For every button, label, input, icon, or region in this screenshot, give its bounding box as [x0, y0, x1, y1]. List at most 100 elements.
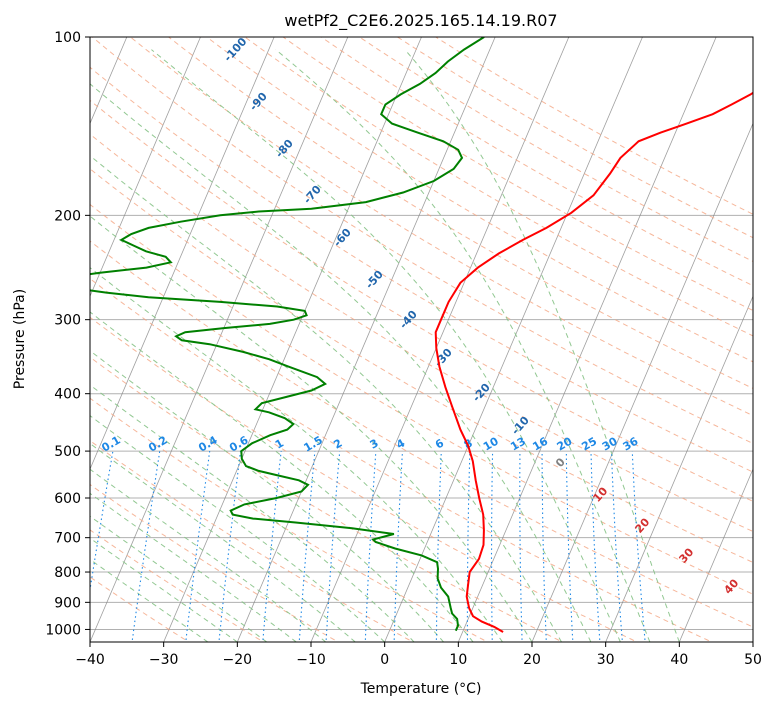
y-axis-label: Pressure (hPa) — [12, 289, 28, 389]
y-tick-label: 100 — [54, 30, 81, 46]
isotherm-label: -50 — [363, 268, 386, 292]
dry-adiabat-line — [90, 99, 753, 502]
isotherm-label: 0 — [553, 455, 568, 470]
mixing-ratio-line — [541, 451, 547, 642]
isotherm-line — [236, 37, 496, 642]
y-tick-label: 800 — [54, 565, 81, 581]
dry-adiabat-line — [90, 576, 190, 642]
mixing-ratio-line — [185, 451, 211, 642]
y-tick-label: 1000 — [45, 622, 81, 638]
x-tick-label: −10 — [296, 652, 326, 668]
y-tick-label: 200 — [54, 208, 81, 224]
moist-adiabat-line — [90, 267, 503, 642]
mixing-ratio-line — [565, 451, 574, 642]
axis-layer: −40 −30 −20 −10 0 10 20 30 40 5010009008007006005… — [45, 30, 762, 668]
mixing-ratio-line — [131, 451, 161, 642]
x-tick-label: 10 — [449, 652, 467, 668]
moist-adiabat-line — [90, 537, 238, 642]
dry-adiabat-line — [90, 440, 414, 642]
moist-adiabat-line — [90, 215, 533, 642]
x-tick-label: 50 — [744, 652, 762, 668]
isotherm-label: -100 — [221, 35, 249, 64]
x-axis-label: Temperature (°C) — [360, 681, 482, 697]
isotherm-line — [384, 37, 643, 642]
mixing-ratio-line — [435, 451, 442, 642]
mixing-ratio-line — [610, 451, 623, 642]
mixing-ratio-label: 4 — [394, 436, 407, 451]
isotherm-line — [90, 37, 201, 298]
dry-adiabat-line — [396, 37, 753, 239]
isotherm-label: -70 — [301, 183, 324, 207]
x-tick-label: 20 — [523, 652, 541, 668]
mixing-ratio-line — [325, 451, 341, 642]
mixing-ratio-line — [90, 451, 114, 594]
dry-adiabat-line — [434, 37, 753, 215]
moist-adiabat-line — [90, 83, 592, 642]
y-tick-label: 700 — [54, 531, 81, 547]
isotherm-line — [163, 37, 422, 642]
dry-adiabat-line — [90, 397, 489, 642]
isotherm-line — [90, 37, 349, 642]
dry-adiabat-line — [90, 168, 753, 563]
mixing-ratio-line — [631, 451, 646, 642]
x-tick-label: 30 — [597, 652, 615, 668]
x-tick-label: 40 — [670, 652, 688, 668]
y-tick-label: 300 — [54, 313, 81, 329]
x-tick-label: 0 — [380, 652, 389, 668]
moist-adiabat-line — [90, 468, 327, 642]
x-tick-label: −30 — [149, 652, 179, 668]
moist-adiabat-line — [90, 384, 415, 642]
dry-adiabat-line — [282, 37, 753, 312]
mixing-ratio-line — [490, 451, 494, 642]
moist-adiabat-line — [90, 350, 444, 642]
dry-adiabat-line — [90, 316, 639, 642]
x-tick-label: −20 — [223, 652, 253, 668]
isotherm-line — [90, 37, 275, 471]
dry-adiabat-line — [90, 278, 713, 642]
y-tick-label: 500 — [54, 444, 81, 460]
chart-title: wetPf2_C2E6.2025.165.14.19.R07 — [284, 11, 557, 31]
dry-adiabat-line — [129, 37, 753, 417]
x-tick-label: −40 — [75, 652, 105, 668]
isotherm-label: -10 — [509, 414, 532, 438]
mixing-ratio-line — [262, 451, 282, 642]
mixing-ratio-line — [364, 451, 377, 642]
dry-adiabat-line — [90, 133, 753, 533]
label-layer: 0.1 0.2 0.4 0.6 1 1.5 2 3 4 6 8 10 13 16 20 25 30 36-100-… — [99, 35, 741, 597]
mixing-ratio-line — [218, 451, 242, 642]
moist-adiabat-line — [90, 515, 268, 642]
y-tick-label: 400 — [54, 387, 81, 403]
dry-adiabat-line — [90, 483, 340, 642]
dry-adiabat-line — [90, 529, 265, 642]
isotherm-line — [678, 468, 753, 642]
dry-adiabat-line — [91, 37, 753, 445]
moist-adiabat-line — [275, 49, 651, 642]
dry-adiabat-line — [244, 37, 753, 337]
plot-frame — [89, 36, 754, 643]
isotherm-line — [605, 295, 753, 642]
isotherm-label: 10 — [590, 484, 610, 504]
dewpoint-profile-line — [90, 37, 485, 632]
moist-adiabat-line — [90, 415, 386, 642]
mixing-ratio-line — [298, 451, 316, 642]
mixing-ratio-label: 1 — [273, 437, 286, 452]
isotherm-line — [752, 640, 753, 642]
mixing-ratio-line — [466, 451, 471, 642]
temperature-profile-line — [434, 91, 753, 633]
moist-adiabat-line — [90, 442, 356, 642]
isotherm-line — [531, 122, 753, 642]
isotherm-label: -60 — [331, 226, 354, 250]
isotherm-label: 30 — [676, 545, 696, 565]
moist-adiabat-line — [90, 311, 474, 642]
moist-adiabat-line — [151, 49, 621, 642]
dry-adiabat-line — [90, 240, 753, 628]
mixing-ratio-label: 2 — [331, 437, 344, 452]
mixing-ratio-line — [519, 451, 523, 642]
isotherm-label: -20 — [470, 381, 493, 405]
dry-adiabat-line — [90, 356, 564, 642]
isotherm-label: 40 — [721, 576, 741, 596]
moist-adiabat-line — [404, 49, 680, 642]
moist-adiabat-line — [90, 492, 297, 642]
isotherm-label: -40 — [397, 308, 420, 332]
